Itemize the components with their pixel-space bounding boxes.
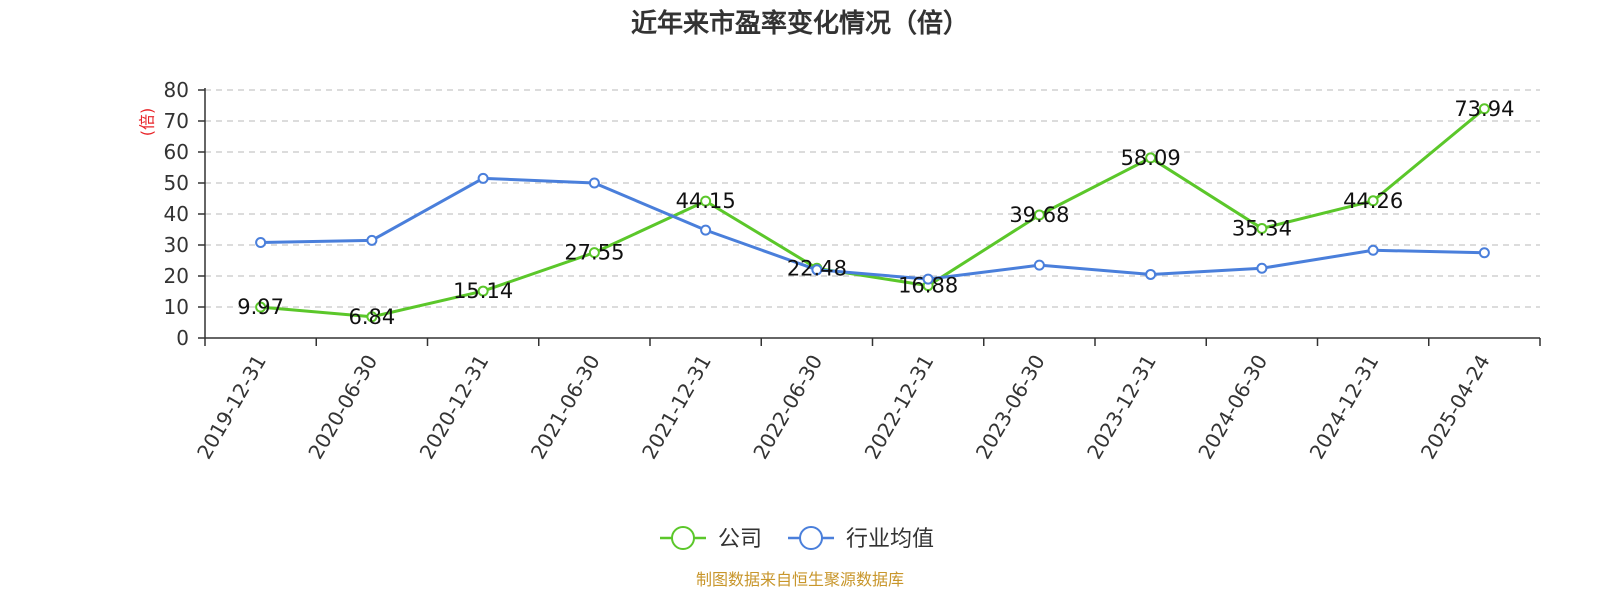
x-tick-label: 2023-06-30 [971,351,1050,464]
data-label: 39.68 [1009,203,1069,227]
data-labels: 9.97 6.84 15.14 27.55 44.15 22.48 16.88 39.68 58… [237,97,1514,329]
data-point [477,172,489,184]
y-axis-label: (倍) [138,108,157,137]
data-point [700,195,712,207]
data-point [811,264,823,276]
data-point [366,311,378,323]
legend-label: 行业均值 [846,527,934,552]
y-tick-label: 20 [164,264,189,288]
data-point [255,237,267,249]
data-point [1145,152,1157,164]
legend-swatch-circle [671,526,695,550]
series-layer [255,103,1490,323]
x-tick-label: 2024-12-31 [1305,351,1384,464]
data-point [1145,268,1157,280]
x-tick-label: 2021-06-30 [526,351,605,464]
data-label: 6.84 [348,305,395,329]
x-tick-label: 2024-06-30 [1193,351,1272,464]
y-tick-label: 80 [164,78,189,102]
data-label: 27.55 [564,241,624,265]
legend[interactable]: 公司 行业均值 [660,526,934,552]
x-tick-label: 2019-12-31 [192,351,271,464]
data-point [255,301,267,313]
y-tick-label: 30 [164,233,189,257]
series-line [260,107,1486,319]
x-tick-label: 2022-12-31 [860,351,939,464]
x-tick-label: 2022-06-30 [748,351,827,464]
data-point [1367,244,1379,256]
data-point [1367,195,1379,207]
source-note: 制图数据来自恒生聚源数据库 [696,570,904,589]
data-label: 22.48 [787,256,847,280]
data-point [922,273,934,285]
data-point [1033,209,1045,221]
legend-swatch-circle [799,526,824,550]
x-axis-ticks: 2019-12-31 2020-06-30 2020-12-31 2021-06-30… [192,338,1541,464]
chart-title: 近年来市盈率变化情况（倍） [631,8,969,39]
x-tick-label: 2020-12-31 [415,351,494,464]
legend-label: 公司 [718,527,762,552]
data-point [1478,103,1490,115]
data-label: 73.94 [1454,97,1514,121]
data-label: 58.09 [1121,146,1181,170]
data-label: 35.34 [1232,216,1292,240]
data-point [366,234,378,246]
y-tick-label: 50 [164,171,189,195]
data-point [588,247,600,259]
y-tick-label: 60 [164,140,189,164]
x-tick-label: 2025-04-24 [1416,351,1495,464]
data-point [1256,222,1268,234]
series-line [260,176,1485,281]
data-point [477,285,489,297]
data-label: 9.97 [237,295,284,319]
y-tick-label: 70 [164,109,189,133]
data-point [588,177,600,189]
axes [204,88,1540,339]
data-point [700,224,712,236]
data-point [1478,247,1490,259]
y-tick-label: 0 [176,326,189,350]
y-axis-ticks: 0 10 20 30 40 50 60 70 80 [164,78,205,350]
x-tick-label: 2020-06-30 [303,351,382,464]
legend-item[interactable]: 公司 [660,526,762,552]
data-point [1033,259,1045,271]
data-point [1256,262,1268,274]
y-tick-label: 10 [164,295,189,319]
x-tick-label: 2023-12-31 [1082,351,1161,464]
x-tick-label: 2021-12-31 [637,351,716,464]
data-label: 16.88 [898,274,958,298]
data-label: 44.15 [676,189,736,213]
legend-item[interactable]: 行业均值 [788,526,934,552]
data-label: 15.14 [453,279,513,303]
y-tick-label: 40 [164,202,189,226]
data-label: 44.26 [1343,189,1403,213]
